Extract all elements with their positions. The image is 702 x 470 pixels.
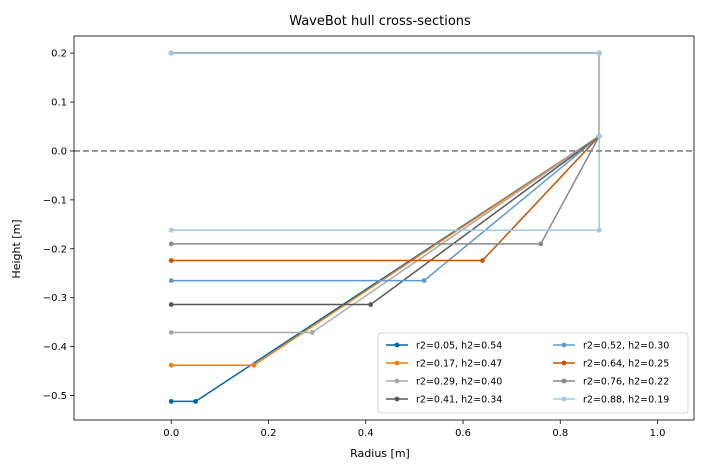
- data-point: [193, 399, 198, 404]
- y-tick-label: −0.5: [43, 391, 67, 402]
- y-tick-label: −0.1: [43, 195, 67, 206]
- x-tick-label: 1.0: [650, 428, 666, 439]
- x-tick-label: 0.4: [358, 428, 374, 439]
- data-point: [168, 50, 174, 56]
- series-8: [168, 50, 602, 233]
- legend-label: r2=0.17, h2=0.47: [416, 359, 502, 370]
- data-point: [168, 302, 174, 307]
- y-axis-label: Height [m]: [10, 219, 23, 278]
- legend-item: r2=0.05, h2=0.54: [386, 341, 502, 352]
- x-tick-label: 0.6: [455, 428, 471, 439]
- y-tick-label: −0.3: [43, 293, 67, 304]
- legend-swatch-marker: [394, 378, 400, 384]
- legend-label: r2=0.76, h2=0.22: [583, 377, 669, 388]
- x-tick-label: 0.8: [552, 428, 568, 439]
- data-point: [168, 227, 174, 233]
- x-axis-label: Radius [m]: [350, 447, 410, 460]
- data-point: [168, 399, 174, 404]
- legend: r2=0.05, h2=0.54 r2=0.17, h2=0.47 r2=0.29,…: [377, 332, 689, 414]
- legend-label: r2=0.64, h2=0.25: [583, 359, 669, 370]
- legend-item: r2=0.52, h2=0.30: [553, 341, 669, 352]
- data-point: [480, 258, 485, 263]
- data-point: [251, 362, 257, 368]
- data-point: [596, 227, 602, 233]
- legend-item: r2=0.88, h2=0.19: [553, 395, 669, 406]
- y-tick-label: 0.0: [51, 146, 67, 157]
- data-point: [421, 278, 427, 283]
- legend-swatch-marker: [561, 396, 567, 402]
- legend-swatch-marker: [561, 378, 567, 384]
- y-tick-label: 0.1: [51, 98, 67, 109]
- legend-label: r2=0.52, h2=0.30: [583, 341, 669, 352]
- legend-item: r2=0.64, h2=0.25: [553, 359, 669, 370]
- legend-label: r2=0.05, h2=0.54: [416, 341, 502, 352]
- legend-swatch-marker: [561, 342, 567, 348]
- legend-swatch-marker: [394, 396, 400, 402]
- y-tick-label: −0.4: [43, 342, 67, 353]
- legend-item: r2=0.29, h2=0.40: [386, 377, 502, 388]
- data-point: [309, 330, 315, 335]
- data-point: [596, 50, 602, 56]
- legend-swatch-marker: [394, 342, 400, 348]
- data-point: [168, 362, 174, 368]
- legend-swatch-marker: [394, 360, 400, 366]
- data-point: [168, 241, 174, 247]
- y-tick-label: −0.2: [43, 244, 67, 255]
- plot-area: 0.0 0.2 0.4 0.6 0.8 1.0 −0.5 −0.4 −0.3 −0.2 −0.1 0.…: [43, 35, 695, 439]
- legend-item: r2=0.41, h2=0.34: [386, 395, 502, 406]
- legend-label: r2=0.29, h2=0.40: [416, 377, 502, 388]
- data-point: [596, 133, 602, 139]
- data-point: [168, 258, 174, 263]
- x-tick-label: 0.0: [163, 428, 179, 439]
- legend-label: r2=0.41, h2=0.34: [416, 395, 502, 406]
- legend-item: r2=0.76, h2=0.22: [553, 377, 669, 388]
- legend-box: [377, 332, 689, 414]
- data-point: [538, 241, 544, 247]
- x-tick-label: 0.2: [261, 428, 277, 439]
- legend-swatch-marker: [561, 360, 567, 366]
- legend-item: r2=0.17, h2=0.47: [386, 359, 502, 370]
- plot-frame: [73, 35, 695, 421]
- legend-label: r2=0.88, h2=0.19: [583, 395, 669, 406]
- data-point: [368, 302, 374, 307]
- chart-title: WaveBot hull cross-sections: [289, 14, 471, 29]
- y-tick-label: 0.2: [51, 49, 67, 60]
- data-point: [168, 278, 174, 283]
- data-point: [168, 330, 174, 335]
